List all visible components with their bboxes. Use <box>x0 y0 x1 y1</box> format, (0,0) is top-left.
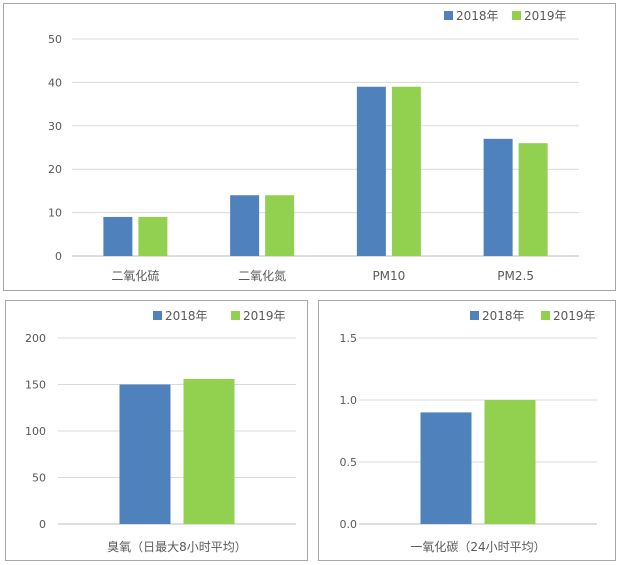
legend-swatch <box>470 311 479 320</box>
y-tick-label: 50 <box>48 33 62 46</box>
x-category-label: PM10 <box>372 269 405 283</box>
x-category-label: 一氧化碳（24小时平均） <box>410 540 545 554</box>
bar <box>103 216 133 256</box>
y-tick-label: 0.0 <box>340 518 358 531</box>
y-tick-label: 30 <box>48 120 62 133</box>
chart-panel-co: 0.0 0.5 1.0 1.5 一氧化碳（24小时平均） 2018年 2019年 <box>318 300 616 561</box>
y-tick-label: 0 <box>55 250 62 263</box>
legend-swatch <box>444 11 453 20</box>
bar <box>230 195 260 256</box>
legend-label: 2018年 <box>165 309 208 323</box>
chart-panel-ozone: 0 50 100 150 200 臭氧（日最大8小时平均） 2018年 2019年 <box>5 300 308 561</box>
x-category-label: 臭氧（日最大8小时平均） <box>107 539 247 554</box>
bar <box>483 138 513 256</box>
bar <box>484 400 536 524</box>
legend-label: 2018年 <box>456 9 499 23</box>
bar <box>138 216 168 256</box>
bar <box>518 143 548 256</box>
y-tick-label: 200 <box>25 332 46 345</box>
bar <box>183 378 235 524</box>
y-tick-label: 40 <box>48 76 62 89</box>
x-category-label: 二氧化硫 <box>111 268 159 283</box>
y-tick-label: 0.5 <box>340 456 358 469</box>
x-category-label: 二氧化氮 <box>238 268 286 283</box>
y-tick-label: 10 <box>48 207 62 220</box>
y-tick-label: 50 <box>32 472 46 485</box>
bar <box>119 384 171 524</box>
legend-swatch <box>541 311 550 320</box>
y-tick-label: 1.0 <box>340 394 358 407</box>
y-tick-label: 100 <box>25 425 46 438</box>
legend-swatch <box>512 11 521 20</box>
legend-swatch <box>153 311 162 320</box>
y-tick-label: 150 <box>25 379 46 392</box>
y-tick-label: 20 <box>48 163 62 176</box>
x-category-label: PM2.5 <box>497 269 534 283</box>
legend-label: 2019年 <box>553 309 596 323</box>
chart-co: 0.0 0.5 1.0 1.5 一氧化碳（24小时平均） 2018年 2019年 <box>340 309 597 554</box>
legend-label: 2019年 <box>524 9 567 23</box>
bar <box>356 86 386 257</box>
legend-swatch <box>231 311 240 320</box>
legend-label: 2019年 <box>243 309 286 323</box>
chart-panel-pollutants: 0 10 20 30 40 50 二氧化硫 二氧化氮 PM10 PM2.5 2018年 2019年 <box>3 3 616 291</box>
bar <box>420 412 472 524</box>
y-tick-label: 1.5 <box>340 332 358 345</box>
chart-ozone: 0 50 100 150 200 臭氧（日最大8小时平均） 2018年 2019年 <box>25 309 296 554</box>
legend-label: 2018年 <box>482 309 525 323</box>
bar <box>265 195 295 256</box>
chart-pollutants: 0 10 20 30 40 50 二氧化硫 二氧化氮 PM10 PM2.5 2018年 2019年 <box>48 9 579 283</box>
y-tick-label: 0 <box>39 518 46 531</box>
bar <box>391 86 421 257</box>
